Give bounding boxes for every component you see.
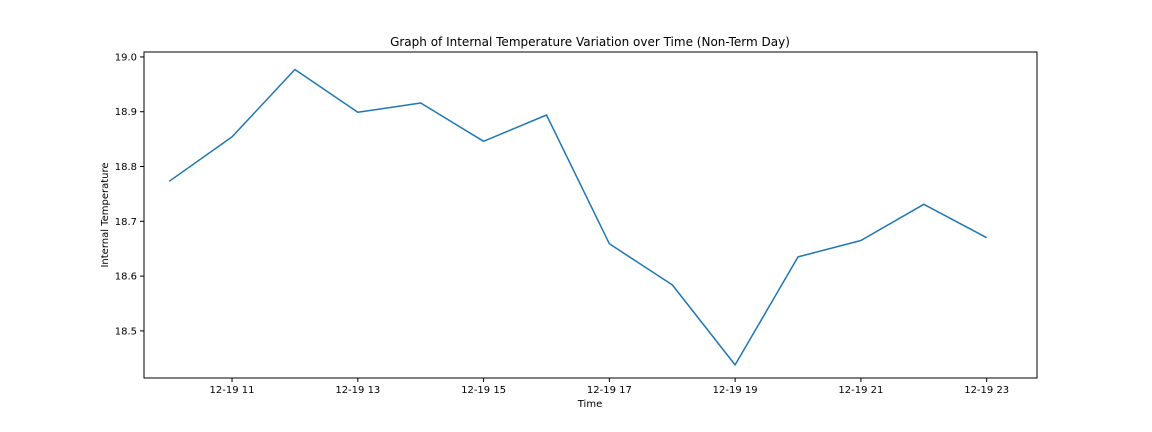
x-tick-label: 12-19 11 bbox=[210, 385, 255, 396]
y-tick-label: 18.8 bbox=[115, 162, 137, 173]
x-tick-label: 12-19 19 bbox=[713, 385, 758, 396]
y-tick-label: 18.9 bbox=[115, 107, 137, 118]
chart-title: Graph of Internal Temperature Variation … bbox=[390, 35, 790, 49]
y-axis-ticks: 18.5 18.6 18.7 18.8 18.9 19.0 bbox=[115, 52, 144, 337]
x-tick-label: 12-19 13 bbox=[335, 385, 380, 396]
y-tick-label: 19.0 bbox=[115, 52, 137, 63]
x-tick-label: 12-19 17 bbox=[587, 385, 632, 396]
x-axis-label: Time bbox=[577, 399, 602, 410]
x-axis-ticks: 12-19 11 12-19 13 12-19 15 12-19 17 12-19 19… bbox=[210, 378, 1009, 396]
x-tick-label: 12-19 21 bbox=[838, 385, 883, 396]
y-tick-label: 18.7 bbox=[115, 217, 137, 228]
y-tick-label: 18.6 bbox=[115, 272, 137, 283]
x-tick-label: 12-19 15 bbox=[461, 385, 506, 396]
y-axis-label: Internal Temperature bbox=[100, 162, 111, 267]
y-tick-label: 18.5 bbox=[115, 326, 137, 337]
plot-frame bbox=[143, 51, 1038, 379]
temperature-line bbox=[168, 68, 988, 366]
x-tick-label: 12-19 23 bbox=[964, 385, 1009, 396]
